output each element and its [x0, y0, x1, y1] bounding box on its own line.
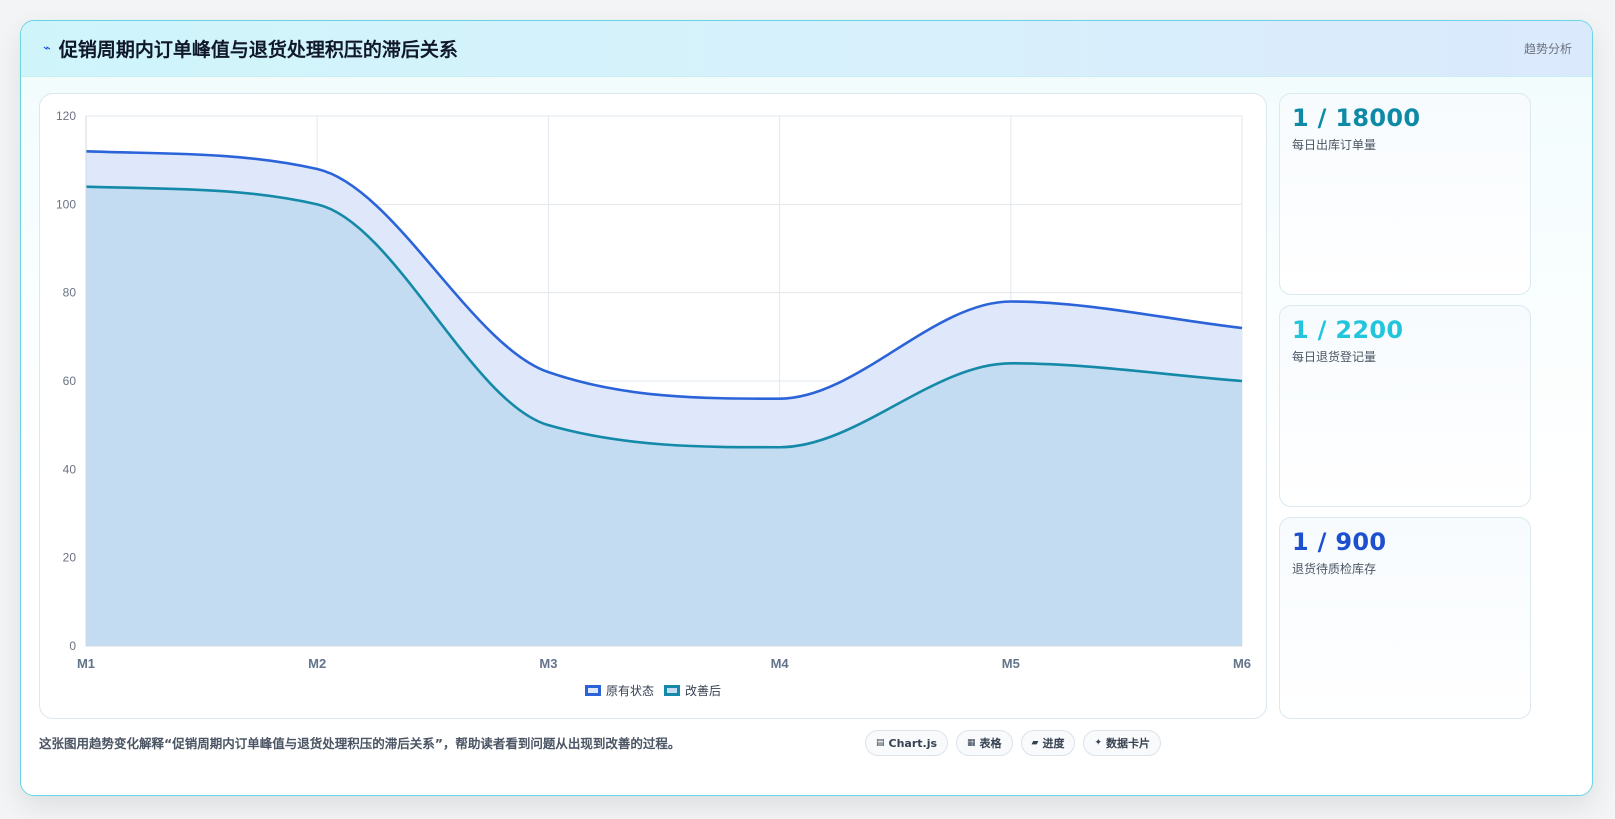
x-tick-label: M2 — [308, 656, 326, 671]
y-tick-label: 80 — [63, 286, 77, 300]
page-title: 促销周期内订单峰值与退货处理积压的滞后关系 — [58, 39, 458, 61]
stat-value: 1 / 900 — [1292, 528, 1387, 556]
trend-line-icon: ⌁ — [43, 41, 51, 56]
stat-value: 1 / 2200 — [1292, 316, 1404, 344]
stat-card-returns: 1 / 2200 每日退货登记量 — [1279, 305, 1531, 507]
chip-progress[interactable]: ▰ 进度 — [1020, 730, 1076, 756]
chip-chartjs[interactable]: ▤ Chart.js — [865, 730, 949, 756]
category-tag: 趋势分析 — [1523, 42, 1572, 56]
chart-description: 这张图用趋势变化解释“促销周期内订单峰值与退货处理积压的滞后关系”，帮助读者看到… — [39, 736, 681, 751]
chart-icon: ▤ — [876, 738, 885, 748]
legend-item-original[interactable]: 原有状态 — [584, 682, 654, 699]
legend-label-improved: 改善后 — [685, 684, 722, 698]
y-tick-label: 120 — [56, 109, 76, 123]
x-tick-label: M1 — [77, 656, 95, 671]
progress-icon: ▰ — [1031, 738, 1039, 748]
stat-label: 退货待质检库存 — [1292, 562, 1377, 576]
chart-panel: 0 20 40 60 80 100 120 M1 M2 M3 M4 M5 M6 原有状态 改善后 — [39, 93, 1267, 719]
stat-value: 1 / 18000 — [1292, 104, 1421, 132]
y-tick-label: 100 — [56, 197, 76, 211]
feature-chips: ▤ Chart.js ▦ 表格 ▰ 进度 ✦ 数据卡片 — [865, 730, 1162, 756]
stat-card-orders: 1 / 18000 每日出库订单量 — [1279, 93, 1531, 295]
dashboard-card: ⌁ 促销周期内订单峰值与退货处理积压的滞后关系 趋势分析 0 20 40 60 80 10… — [20, 20, 1593, 796]
chip-label: 进度 — [1042, 737, 1065, 750]
table-icon: ▦ — [967, 738, 976, 748]
legend-swatch-improved — [664, 685, 680, 696]
x-tick-label: M5 — [1002, 656, 1020, 671]
area-chart: 0 20 40 60 80 100 120 M1 M2 M3 M4 M5 M6 — [56, 109, 1251, 671]
y-tick-label: 60 — [63, 374, 77, 388]
y-tick-label: 40 — [63, 462, 77, 476]
title-group: ⌁ 促销周期内订单峰值与退货处理积压的滞后关系 — [43, 35, 458, 62]
chip-label: 数据卡片 — [1106, 737, 1151, 750]
card-header: ⌁ 促销周期内订单峰值与退货处理积压的滞后关系 趋势分析 — [21, 21, 1592, 77]
series-line-1 — [85, 185, 1243, 449]
y-tick-label: 20 — [63, 551, 77, 565]
stat-label: 每日出库订单量 — [1292, 138, 1377, 152]
data-card-icon: ✦ — [1094, 738, 1103, 748]
chart-legend: 原有状态 改善后 — [40, 682, 1266, 699]
chip-data-card[interactable]: ✦ 数据卡片 — [1083, 730, 1162, 756]
x-tick-label: M4 — [771, 656, 790, 671]
series-line-0 — [85, 150, 1243, 400]
legend-swatch-original — [584, 685, 601, 696]
chip-label: 表格 — [979, 737, 1002, 750]
chip-label: Chart.js — [888, 736, 938, 750]
y-tick-label: 0 — [69, 639, 76, 653]
legend-label-original: 原有状态 — [605, 684, 654, 698]
series-area-1 — [86, 186, 1242, 646]
chip-table[interactable]: ▦ 表格 — [956, 730, 1013, 756]
x-tick-label: M3 — [539, 656, 557, 671]
x-tick-label: M6 — [1233, 656, 1251, 671]
stat-label: 每日退货登记量 — [1292, 350, 1377, 364]
stat-card-inspection: 1 / 900 退货待质检库存 — [1279, 517, 1531, 719]
legend-item-improved[interactable]: 改善后 — [664, 682, 721, 699]
